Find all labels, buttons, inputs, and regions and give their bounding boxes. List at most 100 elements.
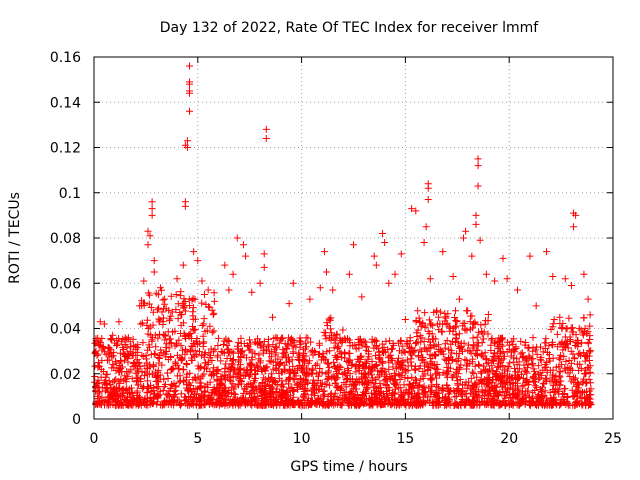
data-point: [586, 369, 594, 377]
data-point: [187, 342, 195, 350]
data-point: [189, 294, 197, 302]
data-point: [419, 356, 427, 364]
data-point: [183, 381, 191, 389]
data-point: [245, 372, 253, 380]
data-point: [407, 358, 415, 366]
data-point: [491, 338, 499, 346]
data-point: [416, 346, 424, 354]
data-point: [325, 315, 333, 323]
x-tick-label: 15: [396, 431, 414, 447]
data-point: [566, 337, 574, 345]
data-point: [360, 381, 368, 389]
data-point: [340, 389, 348, 397]
data-point: [332, 383, 340, 391]
data-point: [181, 345, 189, 353]
data-point: [122, 386, 130, 394]
data-point: [115, 400, 123, 408]
data-point: [447, 340, 455, 348]
data-point: [574, 350, 582, 358]
data-point: [308, 365, 316, 373]
data-point: [315, 350, 323, 358]
data-point: [397, 250, 405, 258]
data-point: [550, 316, 558, 324]
data-point: [189, 304, 197, 312]
data-point: [408, 351, 416, 359]
data-point: [217, 347, 225, 355]
data-point: [286, 391, 294, 399]
data-point: [179, 346, 187, 354]
data-point: [452, 307, 460, 315]
data-point: [424, 196, 432, 204]
data-point: [549, 340, 557, 348]
data-point: [347, 401, 355, 409]
data-point: [286, 375, 294, 383]
data-point: [348, 361, 356, 369]
data-point: [514, 384, 522, 392]
data-point: [430, 393, 438, 401]
data-point: [242, 252, 250, 260]
data-point: [433, 361, 441, 369]
data-point: [489, 401, 497, 409]
data-point: [496, 337, 504, 345]
data-point: [556, 398, 564, 406]
data-point: [382, 337, 390, 345]
data-point: [336, 348, 344, 356]
data-point: [237, 339, 245, 347]
data-point: [140, 353, 148, 361]
data-point: [166, 335, 174, 343]
data-point: [255, 382, 263, 390]
data-point: [397, 359, 405, 367]
data-point: [543, 398, 551, 406]
data-point: [480, 380, 488, 388]
data-point: [189, 312, 197, 320]
data-point: [224, 345, 232, 353]
data-point: [360, 363, 368, 371]
data-point: [219, 348, 227, 356]
data-point: [549, 320, 557, 328]
y-axis-label: ROTI / TECUs: [7, 192, 23, 284]
data-point: [396, 337, 404, 345]
data-point: [474, 387, 482, 395]
data-point: [424, 184, 432, 192]
data-point: [522, 398, 530, 406]
data-point: [408, 205, 416, 213]
data-point: [214, 342, 222, 350]
data-point: [173, 275, 181, 283]
data-point: [129, 360, 137, 368]
data-point: [468, 368, 476, 376]
data-point: [395, 354, 403, 362]
data-point: [444, 310, 452, 318]
data-point: [181, 198, 189, 206]
data-point: [475, 360, 483, 368]
data-point: [269, 313, 277, 321]
data-point: [443, 373, 451, 381]
data-point: [450, 314, 458, 322]
data-point: [465, 396, 473, 404]
y-tick-label: 0.12: [50, 141, 81, 157]
data-point: [114, 364, 122, 372]
data-point: [122, 351, 130, 359]
data-point: [384, 393, 392, 401]
data-point: [385, 352, 393, 360]
data-point: [285, 300, 293, 308]
data-point: [251, 393, 259, 401]
data-point: [264, 335, 272, 343]
data-point: [430, 308, 438, 316]
data-point: [424, 366, 432, 374]
data-point: [388, 345, 396, 353]
data-point: [218, 380, 226, 388]
data-point: [101, 387, 109, 395]
data-point: [374, 367, 382, 375]
data-point: [126, 347, 134, 355]
data-point: [455, 330, 463, 338]
data-point: [317, 379, 325, 387]
data-point: [150, 395, 158, 403]
data-point: [354, 401, 362, 409]
data-point: [531, 378, 539, 386]
data-point: [567, 347, 575, 355]
data-point: [453, 318, 461, 326]
data-point: [286, 369, 294, 377]
data-point: [480, 335, 488, 343]
data-point: [582, 395, 590, 403]
data-point: [186, 301, 194, 309]
